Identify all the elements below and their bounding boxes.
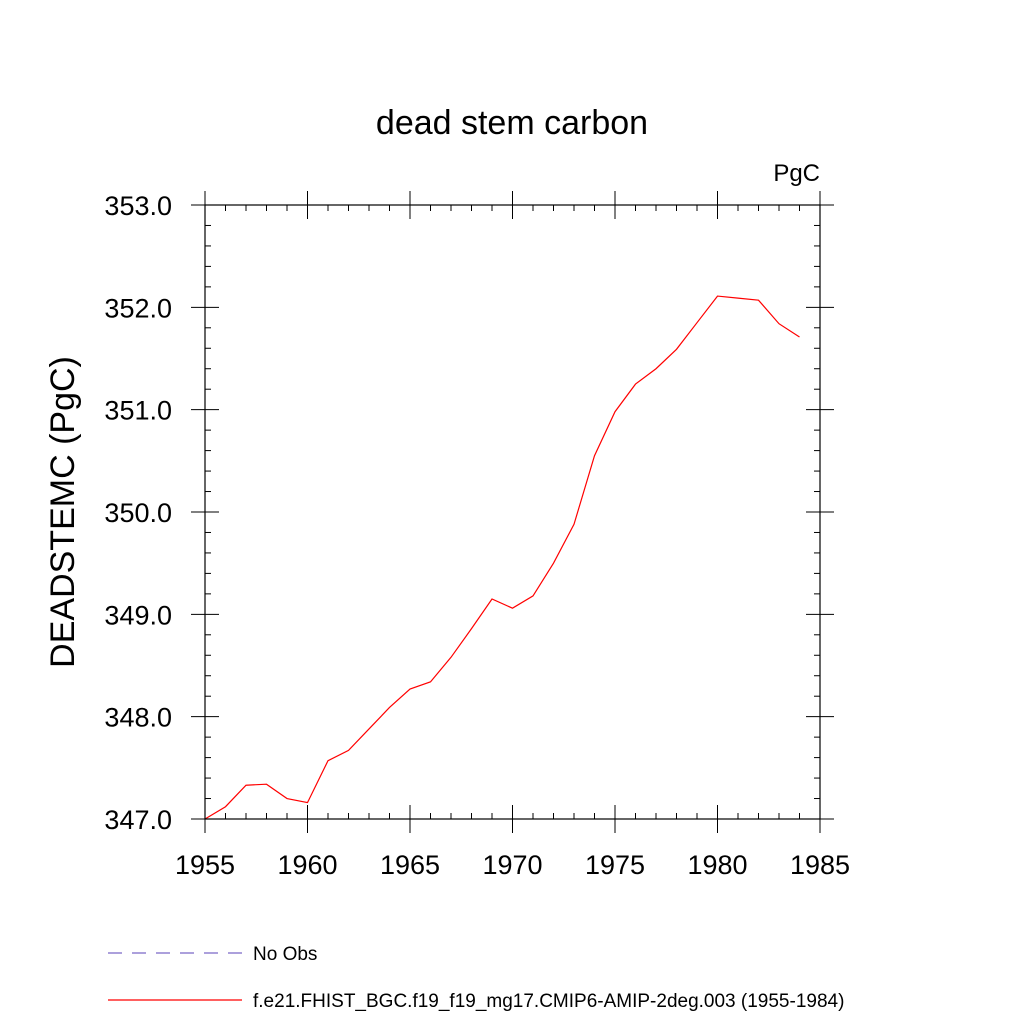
y-tick-label: 348.0 bbox=[104, 703, 172, 733]
x-tick-label: 1955 bbox=[175, 850, 235, 880]
x-tick-label: 1965 bbox=[380, 850, 440, 880]
y-tick-label: 352.0 bbox=[104, 293, 172, 323]
x-tick-label: 1960 bbox=[277, 850, 337, 880]
series-line bbox=[204, 295, 800, 820]
legend: No Obs f.e21.FHIST_BGC.f19_f19_mg17.CMIP6… bbox=[108, 944, 844, 1012]
y-axis-label: DEADSTEMC (PgC) bbox=[44, 356, 82, 668]
x-tick-label: 1970 bbox=[482, 850, 542, 880]
units-label: PgC bbox=[773, 160, 820, 187]
x-tick-label: 1975 bbox=[585, 850, 645, 880]
legend-label: No Obs bbox=[253, 944, 317, 965]
y-tick-label: 347.0 bbox=[104, 805, 172, 835]
chart-title: dead stem carbon bbox=[376, 104, 648, 142]
legend-label: f.e21.FHIST_BGC.f19_f19_mg17.CMIP6-AMIP-… bbox=[253, 991, 844, 1012]
y-tick-label: 353.0 bbox=[104, 191, 172, 221]
y-tick-label: 351.0 bbox=[104, 396, 172, 426]
y-tick-label: 350.0 bbox=[104, 498, 172, 528]
x-tick-label: 1985 bbox=[790, 850, 850, 880]
plot-series bbox=[204, 295, 800, 820]
plot-frame bbox=[204, 204, 821, 820]
x-tick-label: 1980 bbox=[687, 850, 747, 880]
y-tick-label: 349.0 bbox=[104, 600, 172, 630]
axis-ticks: 1955 1960 1965 1970 1975 1980 1985 347.0 348.0 34… bbox=[104, 191, 850, 880]
